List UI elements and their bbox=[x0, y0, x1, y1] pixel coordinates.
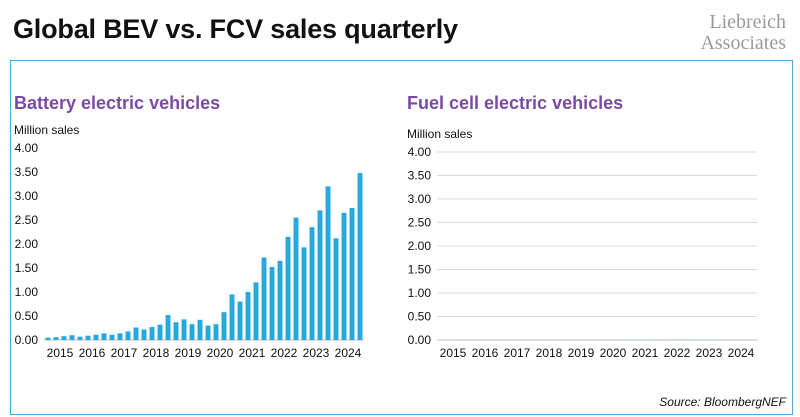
x-tick-label: 2015 bbox=[47, 346, 74, 360]
x-tick-label: 2023 bbox=[696, 346, 723, 360]
frame-bottom-border bbox=[10, 414, 793, 415]
frame-top-border bbox=[10, 60, 793, 61]
y-tick-label: 4.00 bbox=[408, 145, 432, 159]
bar bbox=[325, 186, 331, 340]
y-tick-label: 1.00 bbox=[408, 286, 432, 300]
bar bbox=[229, 294, 235, 340]
bar bbox=[197, 319, 203, 340]
bar bbox=[301, 247, 307, 340]
bar bbox=[93, 334, 99, 340]
bar bbox=[213, 324, 219, 340]
bar bbox=[221, 312, 227, 340]
bar bbox=[45, 337, 51, 340]
bar bbox=[253, 282, 259, 340]
bar bbox=[101, 333, 107, 340]
y-tick-label: 3.50 bbox=[408, 169, 432, 183]
x-tick-label: 2016 bbox=[472, 346, 499, 360]
x-tick-label: 2022 bbox=[664, 346, 691, 360]
x-tick-label: 2017 bbox=[504, 346, 531, 360]
y-tick-label: 1.50 bbox=[15, 261, 39, 275]
bar bbox=[109, 334, 115, 340]
x-tick-label: 2023 bbox=[303, 346, 330, 360]
bar bbox=[149, 327, 155, 340]
x-tick-label: 2021 bbox=[632, 346, 659, 360]
frame-left-border bbox=[10, 60, 11, 415]
y-tick-label: 1.50 bbox=[408, 263, 432, 277]
figure-title: Global BEV vs. FCV sales quarterly bbox=[13, 14, 458, 44]
y-axis-label: Million sales bbox=[407, 127, 472, 141]
y-tick-label: 3.00 bbox=[408, 192, 432, 206]
y-tick-label: 0.50 bbox=[15, 309, 39, 323]
x-tick-label: 2019 bbox=[568, 346, 595, 360]
bar bbox=[117, 333, 123, 340]
bar bbox=[269, 267, 275, 340]
x-tick-label: 2024 bbox=[335, 346, 362, 360]
bar bbox=[237, 301, 243, 340]
bar bbox=[69, 335, 75, 340]
bar bbox=[157, 324, 163, 340]
source-note: Source: BloombergNEF bbox=[659, 395, 786, 409]
y-tick-label: 2.50 bbox=[408, 216, 432, 230]
bar bbox=[165, 315, 171, 340]
bar bbox=[53, 337, 59, 340]
x-tick-label: 2020 bbox=[600, 346, 627, 360]
bar bbox=[277, 260, 283, 340]
x-tick-label: 2019 bbox=[175, 346, 202, 360]
logo-line-2: Associates bbox=[700, 32, 786, 54]
bar bbox=[61, 336, 67, 340]
y-tick-label: 2.00 bbox=[15, 237, 39, 251]
bar bbox=[341, 212, 347, 340]
frame-right-border bbox=[792, 60, 793, 415]
bar bbox=[181, 319, 187, 340]
logo-line-1: Liebreich bbox=[709, 11, 786, 33]
bar bbox=[205, 325, 211, 340]
bar bbox=[261, 257, 267, 340]
bar bbox=[77, 336, 83, 340]
y-tick-label: 2.50 bbox=[15, 213, 39, 227]
bar bbox=[245, 292, 251, 340]
x-tick-label: 2015 bbox=[440, 346, 467, 360]
bar bbox=[309, 227, 315, 340]
bar bbox=[357, 172, 363, 340]
bar bbox=[317, 210, 323, 340]
x-tick-label: 2018 bbox=[536, 346, 563, 360]
y-axis-label: Million sales bbox=[14, 123, 79, 137]
x-tick-label: 2024 bbox=[728, 346, 755, 360]
y-tick-label: 2.00 bbox=[408, 239, 432, 253]
bar bbox=[125, 331, 131, 340]
bar bbox=[293, 217, 299, 340]
x-tick-label: 2016 bbox=[79, 346, 106, 360]
y-tick-label: 0.00 bbox=[408, 333, 432, 347]
panel-title: Fuel cell electric vehicles bbox=[407, 93, 623, 113]
panel-title: Battery electric vehicles bbox=[14, 93, 220, 113]
bar bbox=[133, 327, 139, 340]
bar bbox=[349, 208, 355, 340]
x-tick-label: 2021 bbox=[239, 346, 266, 360]
y-tick-label: 3.00 bbox=[15, 189, 39, 203]
x-tick-label: 2017 bbox=[111, 346, 138, 360]
x-tick-label: 2018 bbox=[143, 346, 170, 360]
bar bbox=[173, 322, 179, 340]
y-tick-label: 0.00 bbox=[15, 333, 39, 347]
bar bbox=[85, 335, 91, 340]
y-tick-label: 4.00 bbox=[15, 141, 39, 155]
y-tick-label: 3.50 bbox=[15, 165, 39, 179]
bar bbox=[333, 238, 339, 340]
brand-logo: Liebreich Associates bbox=[700, 12, 786, 54]
bar bbox=[141, 329, 147, 340]
y-tick-label: 1.00 bbox=[15, 285, 39, 299]
x-tick-label: 2020 bbox=[207, 346, 234, 360]
bar bbox=[189, 324, 195, 340]
bar bbox=[285, 236, 291, 340]
x-tick-label: 2022 bbox=[271, 346, 298, 360]
y-tick-label: 0.50 bbox=[408, 310, 432, 324]
